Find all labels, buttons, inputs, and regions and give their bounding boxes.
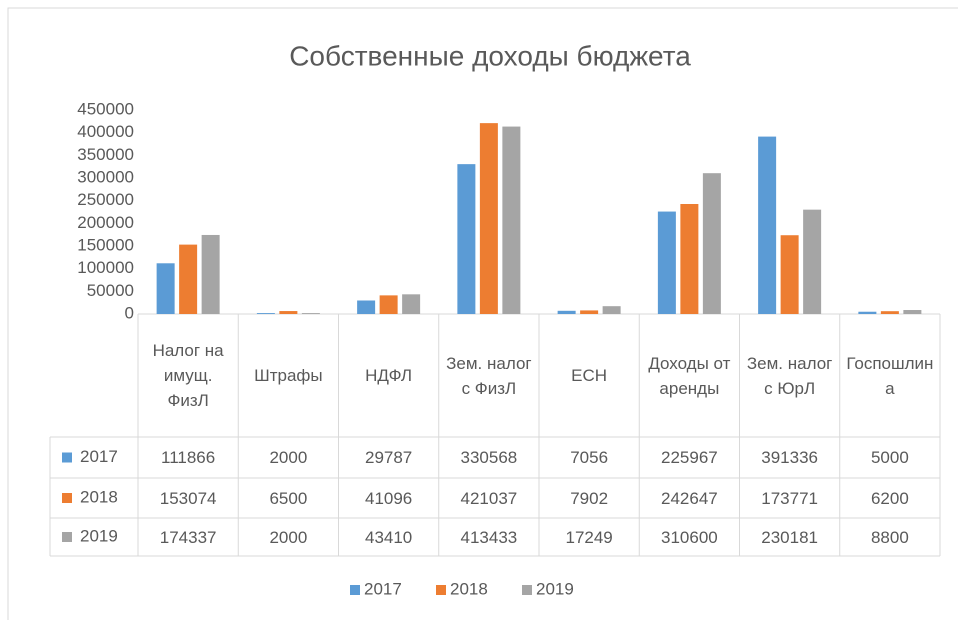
bar [457, 164, 476, 314]
bar [680, 204, 699, 314]
table-value: 6200 [870, 488, 909, 508]
legend-marker [350, 585, 360, 595]
y-tick-label: 0 [125, 303, 134, 322]
bar [657, 211, 676, 314]
table-value: 225967 [661, 448, 718, 467]
table-value: 413433 [460, 527, 518, 547]
legend-marker [436, 585, 446, 595]
legend-key [62, 532, 72, 542]
category-label: Штрафы [254, 366, 323, 385]
legend-label: 2017 [364, 579, 402, 598]
y-tick-label: 150000 [77, 235, 134, 254]
bar [379, 295, 398, 314]
table-value: 7056 [570, 448, 609, 467]
table-value: 29787 [364, 448, 413, 467]
bar [702, 173, 721, 314]
bar [780, 235, 799, 314]
table-value: 17249 [565, 527, 613, 547]
bar [858, 311, 877, 314]
table-value: 242647 [661, 488, 718, 508]
category-label: ЕСН [571, 366, 608, 385]
category-label: Зем. налог с ЮрЛ [746, 353, 833, 398]
bar [301, 313, 320, 314]
series-label: 2017 [80, 447, 118, 466]
y-tick-label: 450000 [77, 99, 134, 118]
category-label: Доходы от аренды [648, 353, 731, 398]
table-value: 2000 [269, 527, 308, 547]
table-value: 391336 [761, 448, 818, 467]
bar [179, 244, 198, 314]
table-value: 230181 [761, 527, 818, 547]
bar [156, 263, 175, 314]
series-label: 2019 [80, 526, 118, 545]
table-value: 41096 [364, 488, 413, 508]
y-tick-label: 350000 [77, 145, 134, 164]
table-value: 174337 [159, 527, 217, 547]
bar [357, 300, 376, 314]
bar [479, 123, 498, 315]
bar [502, 126, 521, 314]
bar [201, 234, 220, 314]
table-value: 8800 [870, 527, 909, 547]
category-label: НДФЛ [365, 366, 413, 385]
table-value: 330568 [460, 448, 518, 467]
bar [602, 306, 621, 314]
y-tick-label: 250000 [77, 190, 134, 209]
table-value: 7902 [570, 488, 609, 508]
bar [256, 313, 275, 314]
table-value: 43410 [364, 527, 413, 547]
table-value: 421037 [460, 488, 518, 508]
y-tick-label: 200000 [77, 213, 134, 232]
y-tick-label: 400000 [77, 122, 134, 141]
table-value: 310600 [661, 527, 718, 547]
table-value: 5000 [870, 448, 909, 467]
bar [557, 310, 576, 314]
y-tick-label: 100000 [77, 258, 134, 277]
legend-label: 2018 [450, 579, 488, 598]
table-value: 173771 [761, 488, 818, 508]
bar [803, 209, 822, 314]
bar [279, 311, 298, 314]
legend-key [62, 493, 72, 503]
legend-key [62, 452, 72, 463]
bar [880, 311, 899, 314]
bar [758, 136, 777, 314]
legend-marker [522, 585, 532, 595]
bar [903, 310, 922, 314]
table-value: 2000 [269, 448, 308, 467]
bar [580, 310, 599, 314]
chart-title: Собственные доходы бюджета [289, 40, 691, 71]
series-label: 2018 [80, 487, 118, 506]
table-value: 111866 [161, 448, 216, 467]
bar [402, 294, 421, 314]
table-value: 153074 [159, 488, 217, 508]
category-label: Зем. налог с ФизЛ [446, 353, 532, 398]
legend-label: 2019 [536, 579, 574, 598]
y-tick-label: 50000 [87, 281, 134, 300]
chart-border [7, 7, 958, 620]
category-label: Налог на имущ. ФизЛ [152, 341, 224, 410]
y-tick-label: 300000 [77, 167, 134, 186]
category-label: Госпошлина [846, 353, 934, 398]
table-value: 6500 [269, 488, 308, 508]
